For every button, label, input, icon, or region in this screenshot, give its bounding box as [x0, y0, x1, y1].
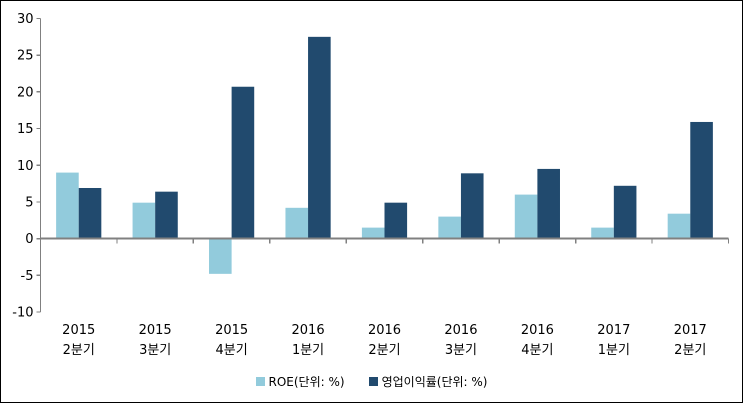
legend-swatch-icon — [368, 377, 378, 386]
y-tick-label: 10 — [17, 159, 34, 174]
bar-series1-cat6 — [537, 168, 560, 239]
x-category-label: 2016 4분기 — [521, 323, 554, 358]
x-category-label: 2015 3분기 — [139, 323, 172, 358]
bar-series0-cat1 — [132, 202, 156, 239]
bar-series1-cat0 — [78, 187, 102, 239]
bar-series1-cat2 — [231, 86, 255, 239]
bar-series1-cat1 — [155, 191, 178, 239]
bar-series1-cat4 — [384, 202, 408, 239]
bar-series0-cat5 — [438, 216, 461, 239]
bar-series1-cat5 — [460, 173, 484, 239]
y-tick-label: 0 — [25, 232, 33, 247]
y-tick-label: -10 — [12, 306, 33, 321]
x-category-label: 2017 1분기 — [597, 323, 630, 358]
x-category-label: 2015 2분기 — [62, 323, 95, 358]
bar-series0-cat6 — [514, 194, 538, 239]
bar-series0-cat7 — [591, 227, 614, 239]
legend-label: 영업이익률(단위: %) — [381, 375, 488, 389]
bar-series1-cat8 — [690, 121, 713, 239]
y-tick-label: -5 — [21, 269, 34, 284]
legend-label: ROE(단위: %) — [268, 375, 345, 389]
legend-item-0: ROE(단위: %) — [255, 373, 345, 390]
x-category-label: 2016 1분기 — [292, 323, 325, 358]
y-tick-label: 25 — [17, 49, 34, 64]
y-tick-label: 15 — [17, 122, 34, 137]
x-category-label: 2017 2분기 — [674, 323, 707, 358]
bar-series0-cat0 — [56, 172, 79, 239]
y-tick-label: 20 — [17, 85, 34, 100]
legend-swatch-icon — [255, 377, 265, 386]
bar-series0-cat4 — [361, 227, 385, 239]
bar-series0-cat3 — [285, 207, 309, 239]
x-category-label: 2016 2분기 — [368, 323, 401, 358]
bar-series0-cat8 — [667, 213, 691, 239]
bar-series1-cat3 — [308, 36, 331, 239]
y-tick-label: 30 — [17, 12, 34, 27]
legend-item-1: 영업이익률(단위: %) — [368, 373, 488, 390]
chart-legend: ROE(단위: %) 영업이익률(단위: %) — [1, 373, 742, 390]
bar-series0-cat2 — [209, 238, 232, 274]
x-category-label: 2015 4분기 — [215, 323, 248, 358]
y-tick-label: 5 — [25, 195, 33, 210]
bar-series1-cat7 — [613, 185, 637, 239]
x-category-label: 2016 3분기 — [444, 323, 477, 358]
